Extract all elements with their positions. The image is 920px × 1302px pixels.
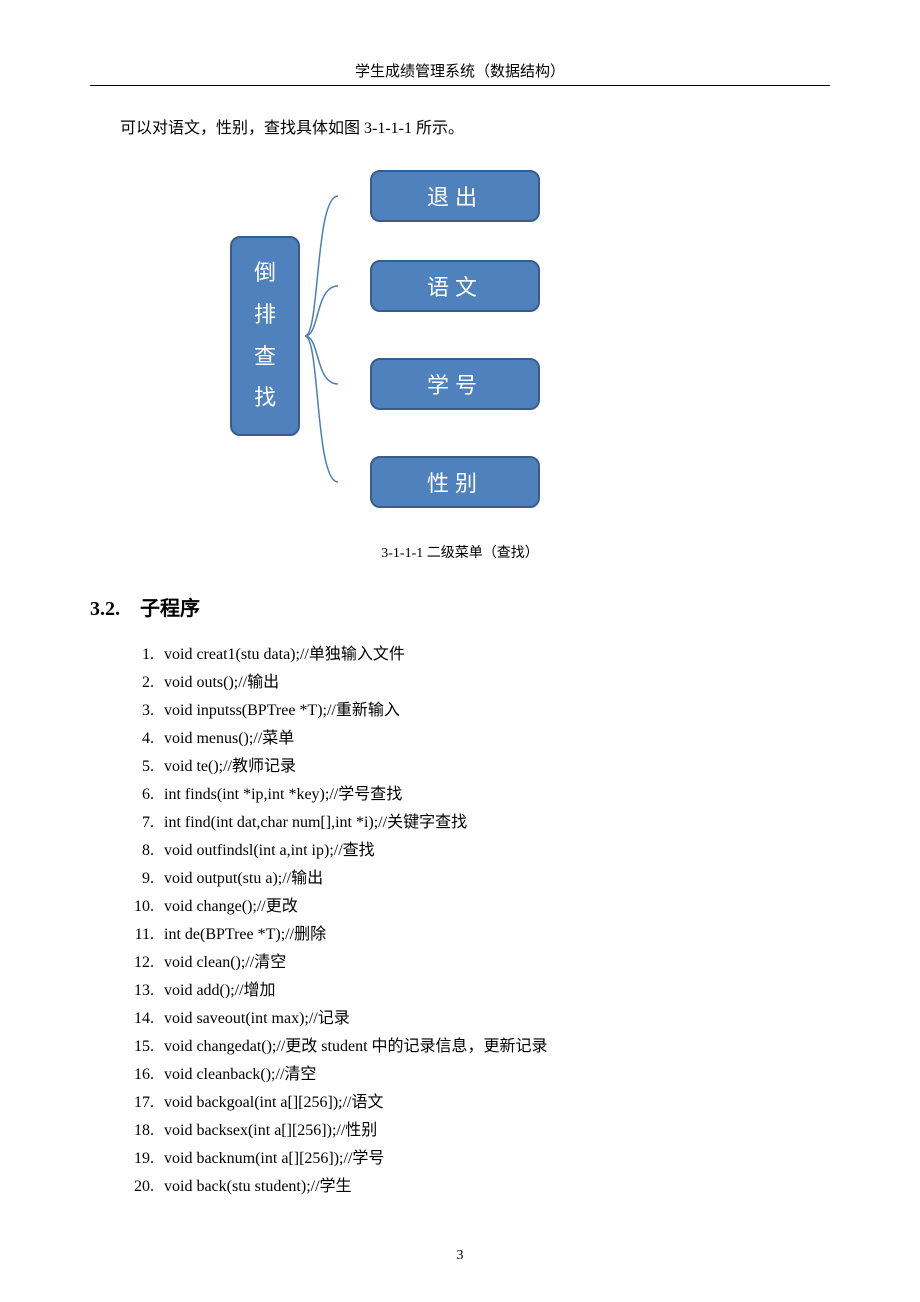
list-item-number: 1. bbox=[130, 641, 164, 669]
list-item-text: void cleanback();//清空 bbox=[164, 1061, 316, 1089]
list-item-text: void outs();//输出 bbox=[164, 669, 279, 697]
list-item-text: int finds(int *ip,int *key);//学号查找 bbox=[164, 781, 402, 809]
list-item-number: 19. bbox=[130, 1145, 164, 1173]
section-number: 3.2. bbox=[90, 598, 120, 620]
list-item: 11.int de(BPTree *T);//删除 bbox=[130, 921, 830, 949]
list-item-text: void backnum(int a[][256]);//学号 bbox=[164, 1145, 384, 1173]
list-item-text: void te();//教师记录 bbox=[164, 753, 296, 781]
list-item: 4.void menus();//菜单 bbox=[130, 725, 830, 753]
page-number: 3 bbox=[0, 1248, 920, 1264]
header-rule bbox=[90, 85, 830, 86]
list-item-number: 11. bbox=[130, 921, 164, 949]
list-item: 3.void inputss(BPTree *T);//重新输入 bbox=[130, 697, 830, 725]
list-item-number: 5. bbox=[130, 753, 164, 781]
list-item-number: 9. bbox=[130, 865, 164, 893]
list-item: 5.void te();//教师记录 bbox=[130, 753, 830, 781]
list-item-text: void backsex(int a[][256]);//性别 bbox=[164, 1117, 377, 1145]
diagram-caption: 3-1-1-1 二级菜单（查找） bbox=[90, 542, 830, 562]
list-item-text: int find(int dat,char num[],int *i);//关键… bbox=[164, 809, 467, 837]
subroutine-list: 1.void creat1(stu data);//单独输入文件2.void o… bbox=[130, 641, 830, 1201]
list-item-text: void add();//增加 bbox=[164, 977, 276, 1005]
list-item-number: 20. bbox=[130, 1173, 164, 1201]
list-item-number: 4. bbox=[130, 725, 164, 753]
hierarchy-diagram: 倒排查找 退出 语文 学号 性别 bbox=[230, 156, 690, 536]
list-item-text: void creat1(stu data);//单独输入文件 bbox=[164, 641, 405, 669]
diagram-root-box: 倒排查找 bbox=[230, 236, 300, 436]
list-item: 10.void change();//更改 bbox=[130, 893, 830, 921]
list-item-text: void outfindsl(int a,int ip);//查找 bbox=[164, 837, 375, 865]
list-item-text: void saveout(int max);//记录 bbox=[164, 1005, 350, 1033]
list-item-number: 18. bbox=[130, 1117, 164, 1145]
list-item-text: void backgoal(int a[][256]);//语文 bbox=[164, 1089, 384, 1117]
list-item-text: void inputss(BPTree *T);//重新输入 bbox=[164, 697, 400, 725]
brace-connector bbox=[300, 156, 355, 536]
list-item: 2.void outs();//输出 bbox=[130, 669, 830, 697]
list-item: 1.void creat1(stu data);//单独输入文件 bbox=[130, 641, 830, 669]
list-item: 7.int find(int dat,char num[],int *i);//… bbox=[130, 809, 830, 837]
list-item-text: void back(stu student);//学生 bbox=[164, 1173, 352, 1201]
page-header-title: 学生成绩管理系统（数据结构） bbox=[90, 60, 830, 81]
list-item-number: 15. bbox=[130, 1033, 164, 1061]
list-item: 9.void output(stu a);//输出 bbox=[130, 865, 830, 893]
diagram-leaf-exit: 退出 bbox=[370, 170, 540, 222]
list-item: 12.void clean();//清空 bbox=[130, 949, 830, 977]
list-item: 16.void cleanback();//清空 bbox=[130, 1061, 830, 1089]
list-item-number: 16. bbox=[130, 1061, 164, 1089]
list-item-text: void output(stu a);//输出 bbox=[164, 865, 323, 893]
list-item: 18. void backsex(int a[][256]);//性别 bbox=[130, 1117, 830, 1145]
list-item-number: 3. bbox=[130, 697, 164, 725]
list-item: 13.void add();//增加 bbox=[130, 977, 830, 1005]
list-item-number: 13. bbox=[130, 977, 164, 1005]
list-item-text: int de(BPTree *T);//删除 bbox=[164, 921, 326, 949]
list-item: 8.void outfindsl(int a,int ip);//查找 bbox=[130, 837, 830, 865]
list-item-number: 8. bbox=[130, 837, 164, 865]
list-item: 19. void backnum(int a[][256]);//学号 bbox=[130, 1145, 830, 1173]
list-item: 6.int finds(int *ip,int *key);//学号查找 bbox=[130, 781, 830, 809]
list-item-text: void clean();//清空 bbox=[164, 949, 286, 977]
diagram-root-label: 倒排查找 bbox=[254, 252, 276, 419]
list-item-number: 10. bbox=[130, 893, 164, 921]
list-item: 15.void changedat();//更改 student 中的记录信息，… bbox=[130, 1033, 830, 1061]
list-item: 17.void backgoal(int a[][256]);//语文 bbox=[130, 1089, 830, 1117]
list-item-text: void change();//更改 bbox=[164, 893, 298, 921]
list-item: 14.void saveout(int max);//记录 bbox=[130, 1005, 830, 1033]
document-page: 学生成绩管理系统（数据结构） 可以对语文，性别，查找具体如图 3-1-1-1 所… bbox=[0, 0, 920, 1302]
list-item-number: 12. bbox=[130, 949, 164, 977]
diagram-leaf-chinese: 语文 bbox=[370, 260, 540, 312]
list-item-number: 6. bbox=[130, 781, 164, 809]
diagram-leaf-id: 学号 bbox=[370, 358, 540, 410]
list-item-number: 7. bbox=[130, 809, 164, 837]
list-item-text: void changedat();//更改 student 中的记录信息，更新记… bbox=[164, 1033, 548, 1061]
section-title: 子程序 bbox=[140, 598, 200, 620]
list-item-text: void menus();//菜单 bbox=[164, 725, 294, 753]
section-heading: 3.2. 子程序 bbox=[90, 592, 830, 621]
diagram-leaf-gender: 性别 bbox=[370, 456, 540, 508]
intro-paragraph: 可以对语文，性别，查找具体如图 3-1-1-1 所示。 bbox=[120, 116, 830, 142]
list-item-number: 17. bbox=[130, 1089, 164, 1117]
list-item-number: 2. bbox=[130, 669, 164, 697]
list-item-number: 14. bbox=[130, 1005, 164, 1033]
list-item: 20.void back(stu student);//学生 bbox=[130, 1173, 830, 1201]
